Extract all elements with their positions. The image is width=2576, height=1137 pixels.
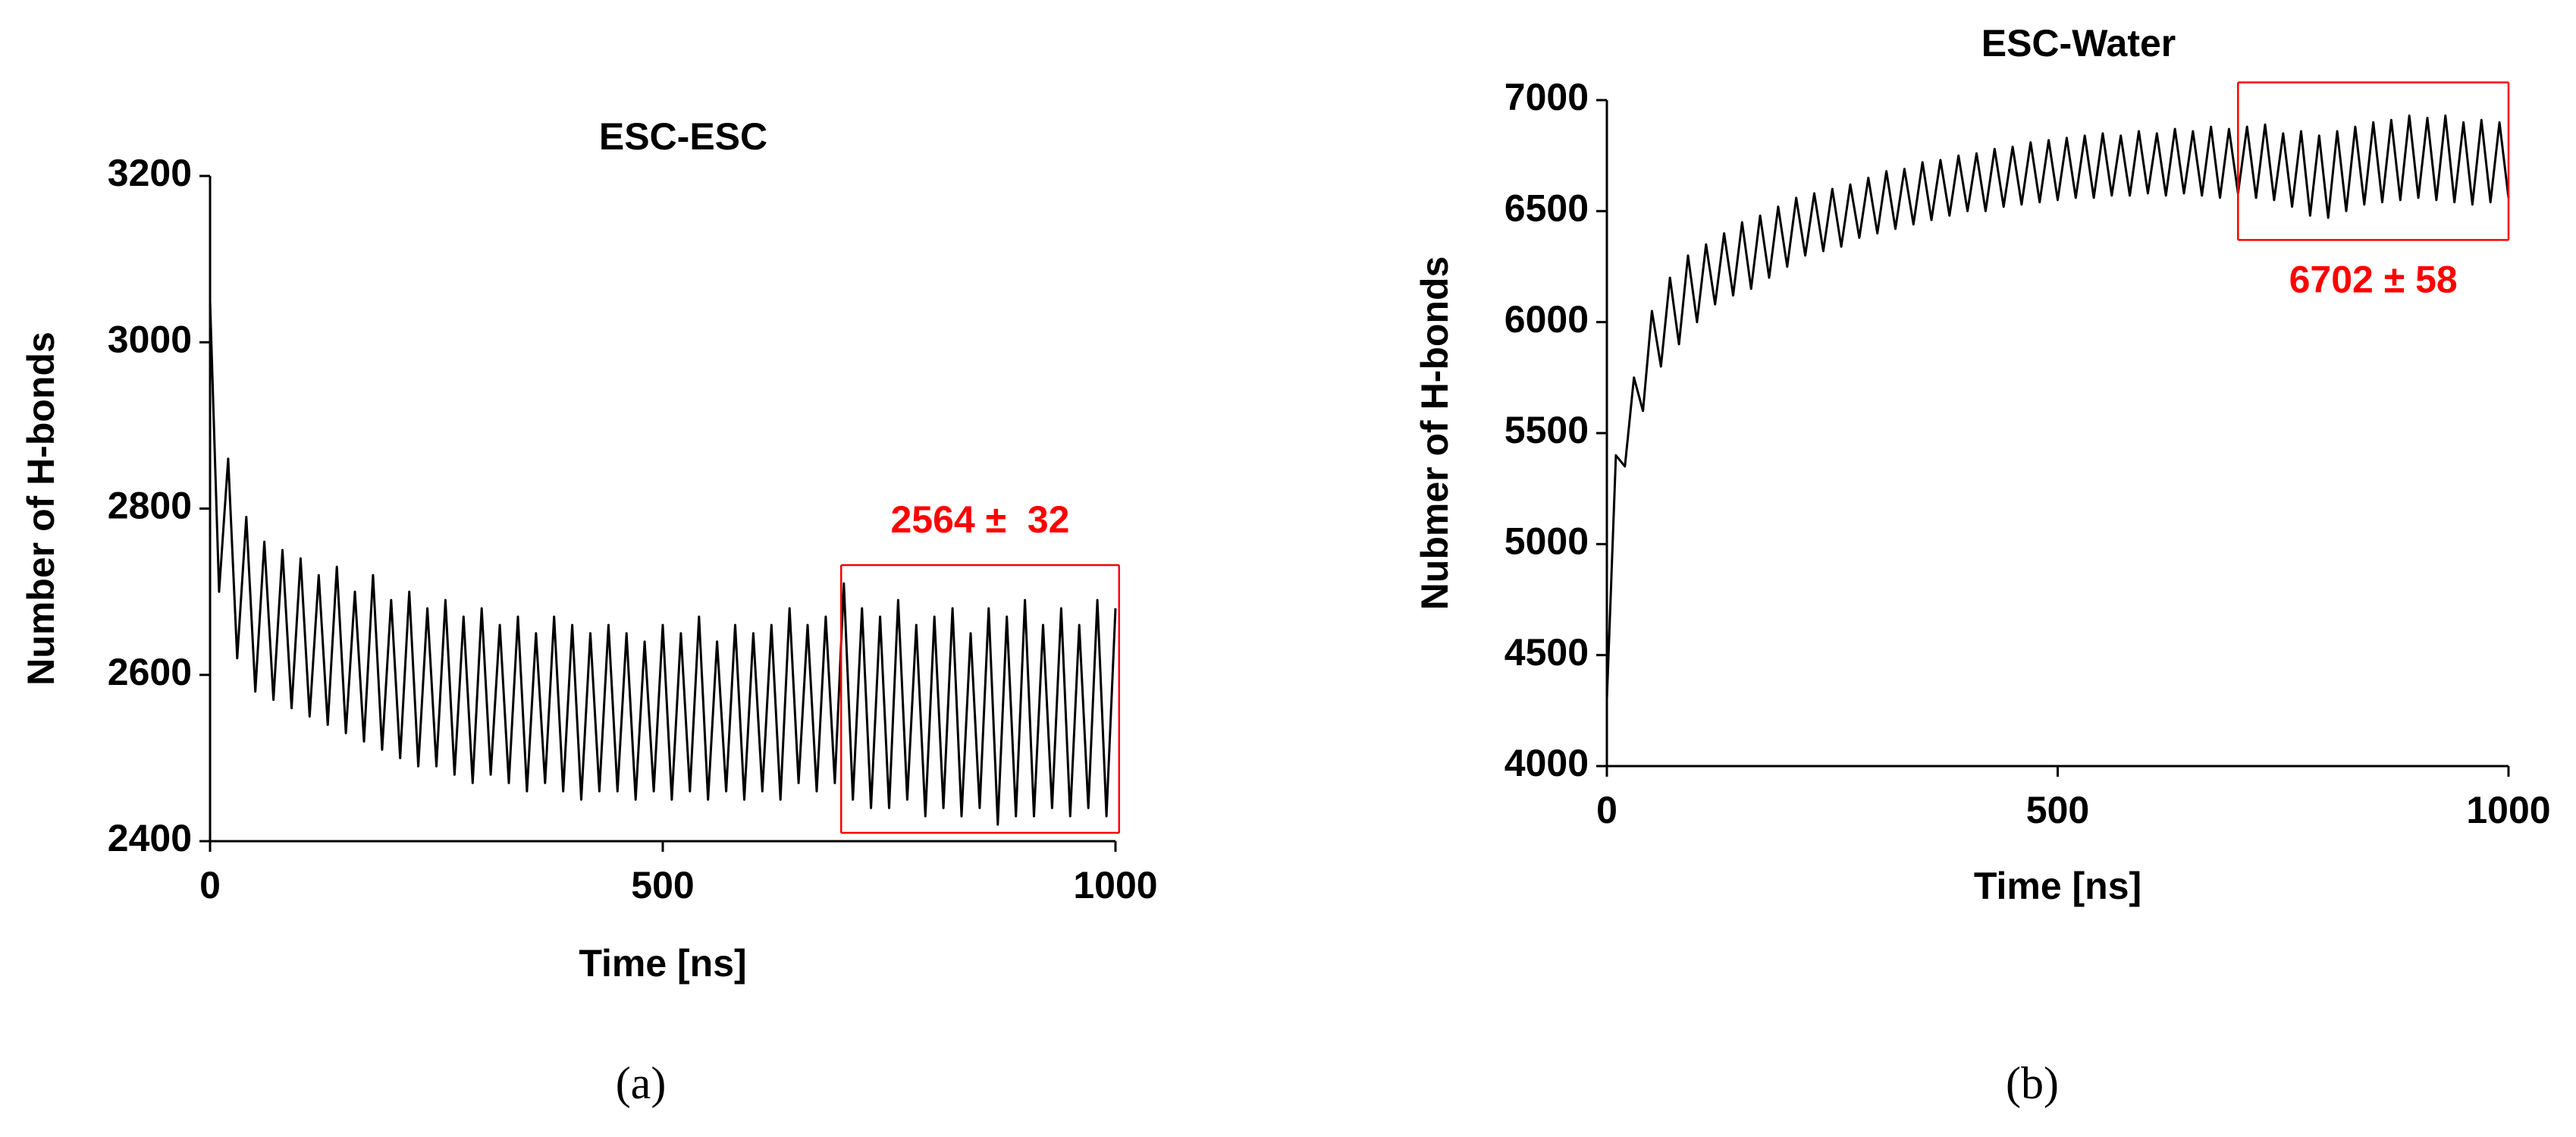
caption: (b) [2006, 1058, 2059, 1108]
y-tick-label: 3200 [108, 152, 192, 194]
x-axis-label: Time [ns] [1974, 865, 2141, 907]
annotation: 2564 ± 32 [891, 498, 1070, 541]
x-tick-label: 1000 [1073, 864, 1157, 906]
y-tick-label: 4000 [1504, 742, 1589, 784]
y-tick-label: 2800 [108, 485, 192, 527]
y-tick-label: 5500 [1504, 409, 1589, 451]
y-tick-label: 7000 [1504, 76, 1589, 118]
y-tick-label: 3000 [108, 318, 192, 360]
y-axis-label: Number of H-bonds [20, 331, 62, 686]
y-axis-label: Nubmer of H-bonds [1414, 256, 1456, 611]
x-tick-label: 500 [631, 864, 694, 906]
y-tick-label: 6000 [1504, 298, 1589, 341]
y-tick-label: 6500 [1504, 187, 1589, 230]
y-tick-label: 2400 [108, 817, 192, 859]
x-tick-label: 0 [199, 864, 221, 906]
y-tick-label: 2600 [108, 651, 192, 693]
x-axis-label: Time [ns] [579, 942, 746, 985]
data-line [209, 300, 1117, 826]
caption: (a) [616, 1058, 667, 1108]
data-line [1605, 115, 2510, 700]
x-tick-label: 0 [1596, 789, 1617, 831]
annotation: 6702 ± 58 [2289, 259, 2458, 301]
y-tick-label: 4500 [1504, 631, 1589, 674]
chart-title: ESC-Water [1981, 22, 2176, 64]
y-tick-label: 5000 [1504, 520, 1589, 563]
x-tick-label: 1000 [2466, 789, 2550, 831]
chart-title: ESC-ESC [599, 115, 767, 158]
x-tick-label: 500 [2026, 789, 2089, 831]
